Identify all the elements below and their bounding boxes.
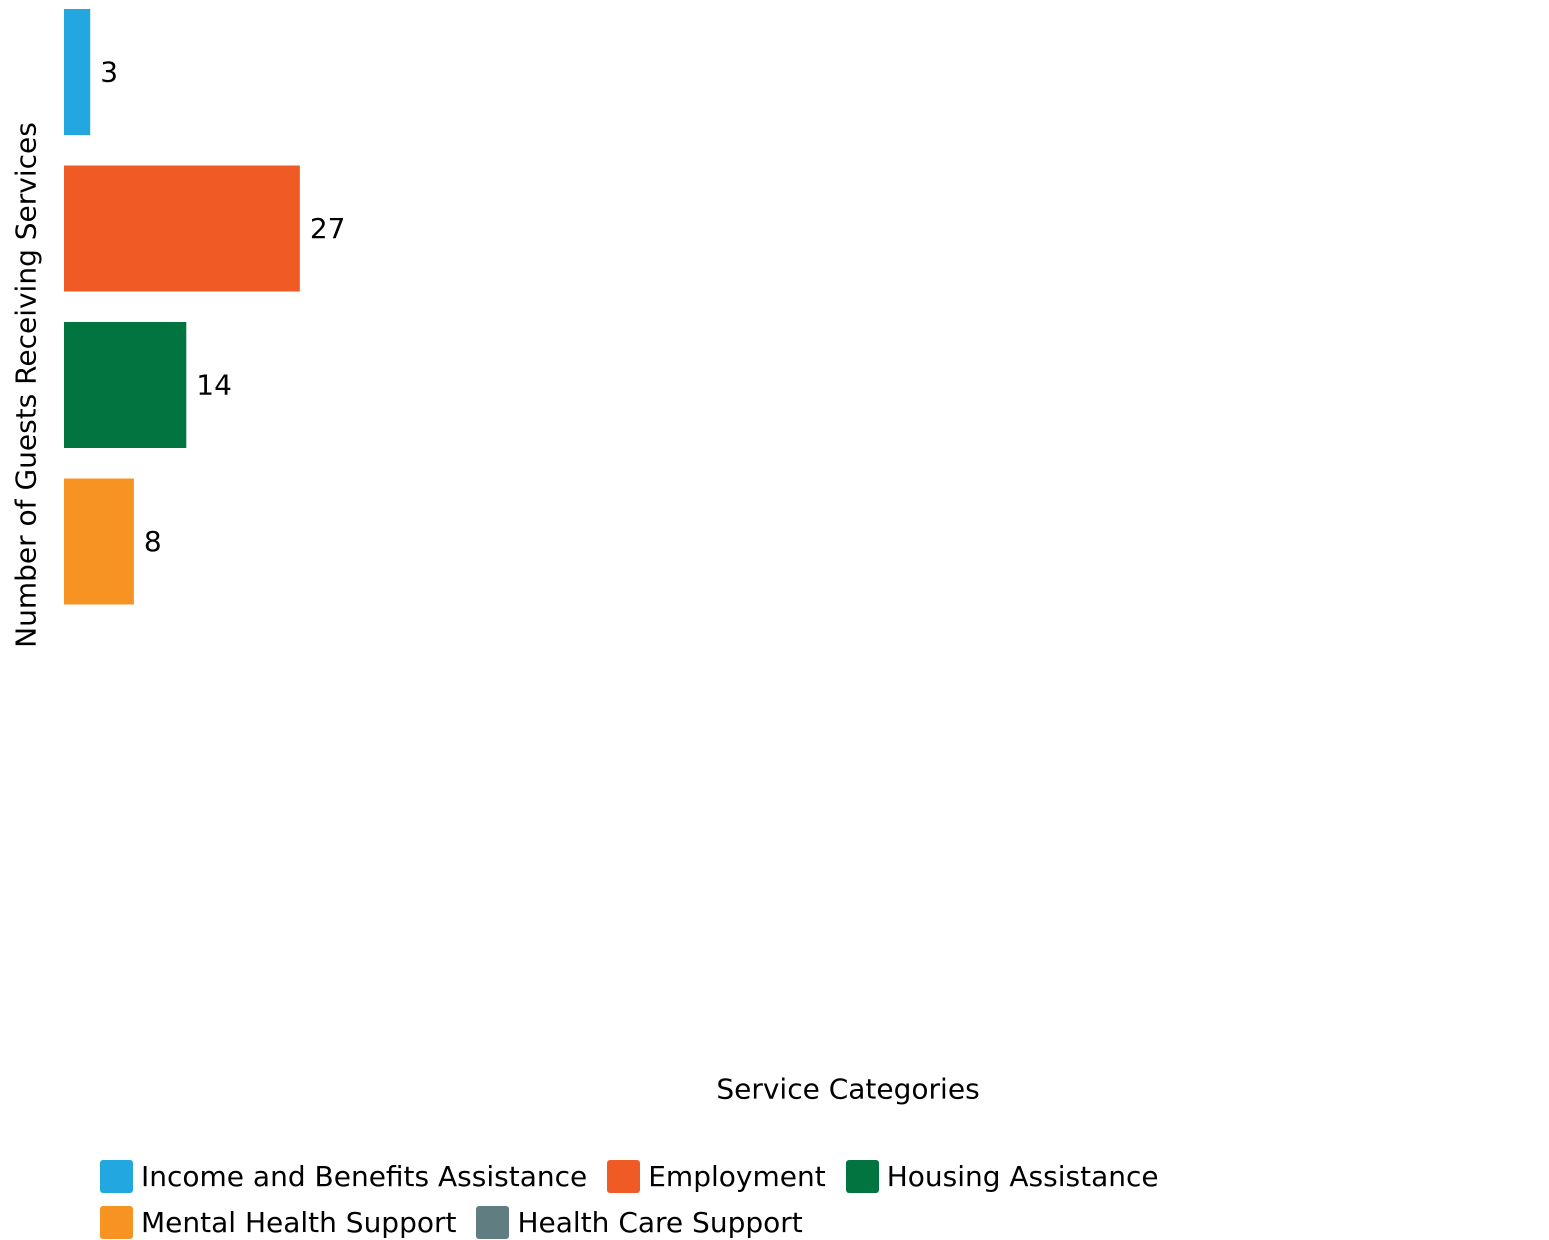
legend-label: Income and Benefits Assistance xyxy=(141,1159,588,1193)
legend-swatch xyxy=(607,1159,641,1193)
legend-swatch xyxy=(100,1159,133,1193)
bar-value-label: 3 xyxy=(100,56,118,89)
legend-item-employment[interactable]: Employment xyxy=(607,1158,826,1194)
legend-swatch xyxy=(845,1159,879,1193)
legend-label: Employment xyxy=(648,1159,826,1193)
y-axis-title: Number of Guests Receiving Services xyxy=(9,122,43,648)
bar-income-and-benefits-assistance[interactable] xyxy=(64,9,91,135)
legend-label: Housing Assistance xyxy=(886,1159,1159,1193)
legend: Income and Benefits Assistance Employmen… xyxy=(100,1158,1540,1240)
legend-item-income-and-benefits[interactable]: Income and Benefits Assistance xyxy=(100,1158,587,1194)
legend-item-mental-health-support[interactable]: Mental Health Support xyxy=(100,1204,456,1240)
bar-employment[interactable] xyxy=(64,165,300,292)
bar-mental-health-support[interactable] xyxy=(64,478,134,605)
legend-item-health-care-support[interactable]: Health Care Support xyxy=(476,1204,803,1240)
legend-label: Health Care Support xyxy=(517,1205,803,1239)
bar-housing-assistance[interactable] xyxy=(64,322,187,448)
legend-label: Mental Health Support xyxy=(141,1205,457,1239)
x-axis-title: Service Categories xyxy=(716,1072,980,1106)
legend-swatch xyxy=(100,1205,133,1239)
bar-value-label: 27 xyxy=(310,212,346,245)
legend-item-housing-assistance[interactable]: Housing Assistance xyxy=(845,1158,1159,1194)
legend-swatch xyxy=(476,1205,510,1239)
bar-value-label: 14 xyxy=(196,369,232,402)
bar-value-label: 8 xyxy=(144,525,162,558)
